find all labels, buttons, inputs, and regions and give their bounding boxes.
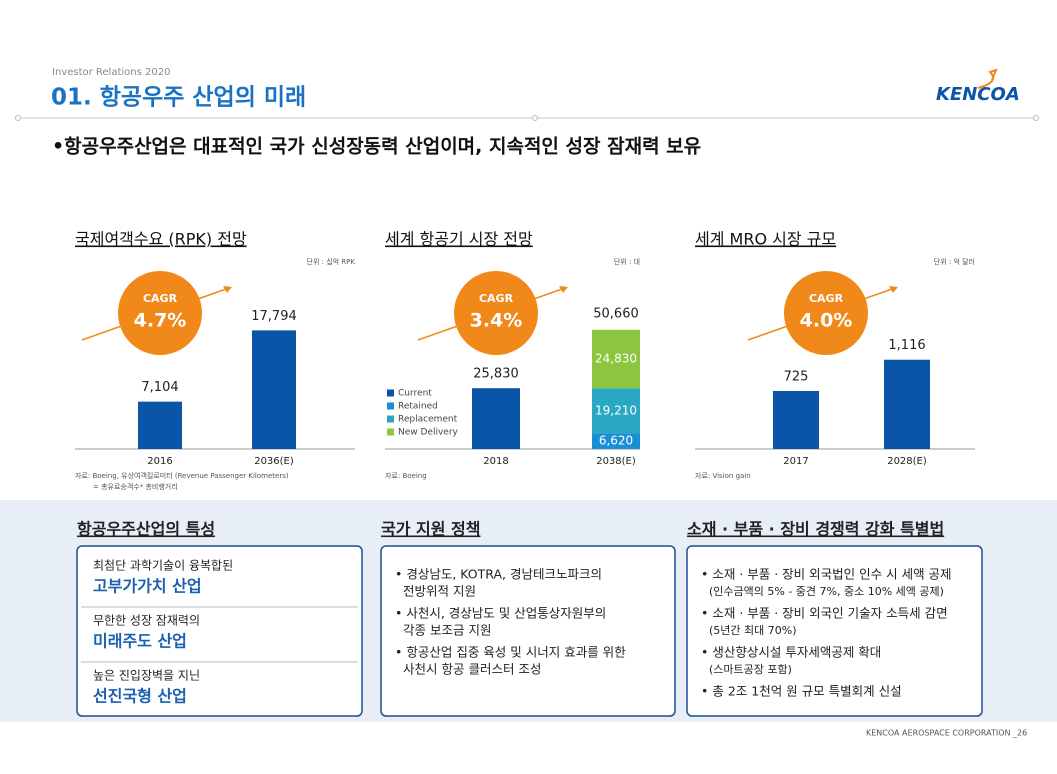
cagr-label: CAGR xyxy=(479,292,514,305)
segment-label: 19,210 xyxy=(595,403,637,417)
section-title: 항공우주산업의 특성 xyxy=(77,520,215,539)
cagr-value: 4.7% xyxy=(134,310,187,332)
value-label: 725 xyxy=(784,370,809,385)
legend-label: Retained xyxy=(398,402,438,412)
unit-label: 단위 : 억 달러 xyxy=(934,257,975,266)
bullet-line: • 경상남도, KOTRA, 경남테크노파크의 xyxy=(395,567,602,582)
bar xyxy=(884,359,930,449)
cagr-label: CAGR xyxy=(143,292,178,305)
value-label: 1,116 xyxy=(888,338,925,353)
value-label: 17,794 xyxy=(251,309,297,324)
bullet-line: • 총 2조 1천억 원 규모 특별회계 신설 xyxy=(701,684,902,699)
bar-segment xyxy=(592,388,640,434)
bullet-line: (인수금액의 5% - 중견 7%, 중소 10% 세액 공제) xyxy=(709,585,944,598)
legend-swatch xyxy=(387,428,394,436)
bar-segment xyxy=(472,388,520,449)
bullet-line: 전방위적 지원 xyxy=(403,584,476,599)
x-tick-label: 2038(E) xyxy=(596,456,636,467)
x-tick-label: 2028(E) xyxy=(887,456,927,467)
arrow-head xyxy=(889,286,898,293)
unit-label: 단위 : 십억 RPK xyxy=(307,257,356,266)
total-label: 50,660 xyxy=(593,306,639,321)
legend-label: New Delivery xyxy=(398,428,459,438)
logo: KENCOA xyxy=(936,84,1020,105)
chart-title: 세계 MRO 시장 규모 xyxy=(695,230,836,249)
bar xyxy=(773,391,819,449)
arrow-head xyxy=(223,286,232,293)
section-box xyxy=(686,545,983,717)
cagr-label: CAGR xyxy=(809,292,844,305)
x-tick-label: 2018 xyxy=(483,456,508,467)
bar-segment xyxy=(592,329,640,389)
headline: •항공우주산업은 대표적인 국가 신성장동력 산업이며, 지속적인 성장 잠재력… xyxy=(52,136,701,158)
cagr-value: 4.0% xyxy=(800,310,853,332)
x-tick-label: 2017 xyxy=(783,456,808,467)
item-main: 미래주도 산업 xyxy=(93,632,187,651)
cagr-circle xyxy=(784,271,868,355)
source-note: 자료: Vision gain xyxy=(695,471,751,480)
legend-swatch xyxy=(387,389,394,397)
rule-dot xyxy=(15,115,21,121)
arrow-head xyxy=(559,286,568,293)
header-subtitle: Investor Relations 2020 xyxy=(52,67,170,78)
cagr-circle xyxy=(454,271,538,355)
logo-swoosh xyxy=(977,68,998,89)
x-tick-label: 2016 xyxy=(147,456,172,467)
rule-dot xyxy=(532,115,538,121)
item-sub: 무한한 성장 잠재력의 xyxy=(93,614,200,628)
bullet-line: • 소재 · 부품 · 장비 외국인 기술자 소득세 감면 xyxy=(701,606,948,621)
item-sub: 최첨단 과학기술이 융복합된 xyxy=(93,559,233,573)
rule-dot xyxy=(1033,115,1039,121)
footer: KENCOA AEROSPACE CORPORATION _26 xyxy=(866,729,1027,738)
bullet-line: • 항공산업 집중 육성 및 시너지 효과를 위한 xyxy=(395,645,626,660)
x-tick-label: 2036(E) xyxy=(254,456,294,467)
source-note: = 총유료승객수* 총비행거리 xyxy=(93,482,178,491)
source-note: 자료: Boeing, 유상여객킬로미터 (Revenue Passenger … xyxy=(75,471,289,480)
bar-segment xyxy=(592,433,640,449)
header-title: 01. 항공우주 산업의 미래 xyxy=(51,85,306,111)
bar xyxy=(138,401,182,449)
value-label: 25,830 xyxy=(473,367,519,382)
bullet-line: • 사천시, 경상남도 및 산업통상자원부의 xyxy=(395,606,606,621)
segment-label: 6,620 xyxy=(599,434,633,448)
legend-label: Current xyxy=(398,389,432,399)
cagr-value: 3.4% xyxy=(470,310,523,332)
item-main: 선진국형 산업 xyxy=(93,687,187,706)
section-title: 소재 · 부품 · 장비 경쟁력 강화 특별법 xyxy=(687,520,944,539)
unit-label: 단위 : 대 xyxy=(614,257,640,266)
chart-title: 국제여객수요 (RPK) 전망 xyxy=(75,230,247,249)
cagr-circle xyxy=(118,271,202,355)
section-box xyxy=(380,545,676,717)
section-title: 국가 지원 정책 xyxy=(381,520,480,539)
value-label: 7,104 xyxy=(141,380,178,395)
legend-label: Replacement xyxy=(398,415,458,425)
bullet-line: 각종 보조금 지원 xyxy=(403,623,491,638)
item-main: 고부가가치 산업 xyxy=(93,577,202,596)
section-box xyxy=(76,545,363,717)
segment-label: 24,830 xyxy=(595,352,637,366)
item-sub: 높은 진입장벽을 지닌 xyxy=(93,669,200,683)
bullet-line: 사천시 항공 클러스터 조성 xyxy=(403,662,541,677)
bullet-line: (스마트공장 포함) xyxy=(709,663,792,676)
legend-swatch xyxy=(387,402,394,410)
legend-swatch xyxy=(387,415,394,423)
chart-title: 세계 항공기 시장 전망 xyxy=(385,230,533,249)
source-note: 자료: Boeing xyxy=(385,471,427,480)
bar xyxy=(252,330,296,449)
bullet-line: (5년간 최대 70%) xyxy=(709,624,797,637)
bullet-line: • 생산향상시설 투자세액공제 확대 xyxy=(701,645,881,660)
bullet-line: • 소재 · 부품 · 장비 외국법인 인수 시 세액 공제 xyxy=(701,567,952,582)
